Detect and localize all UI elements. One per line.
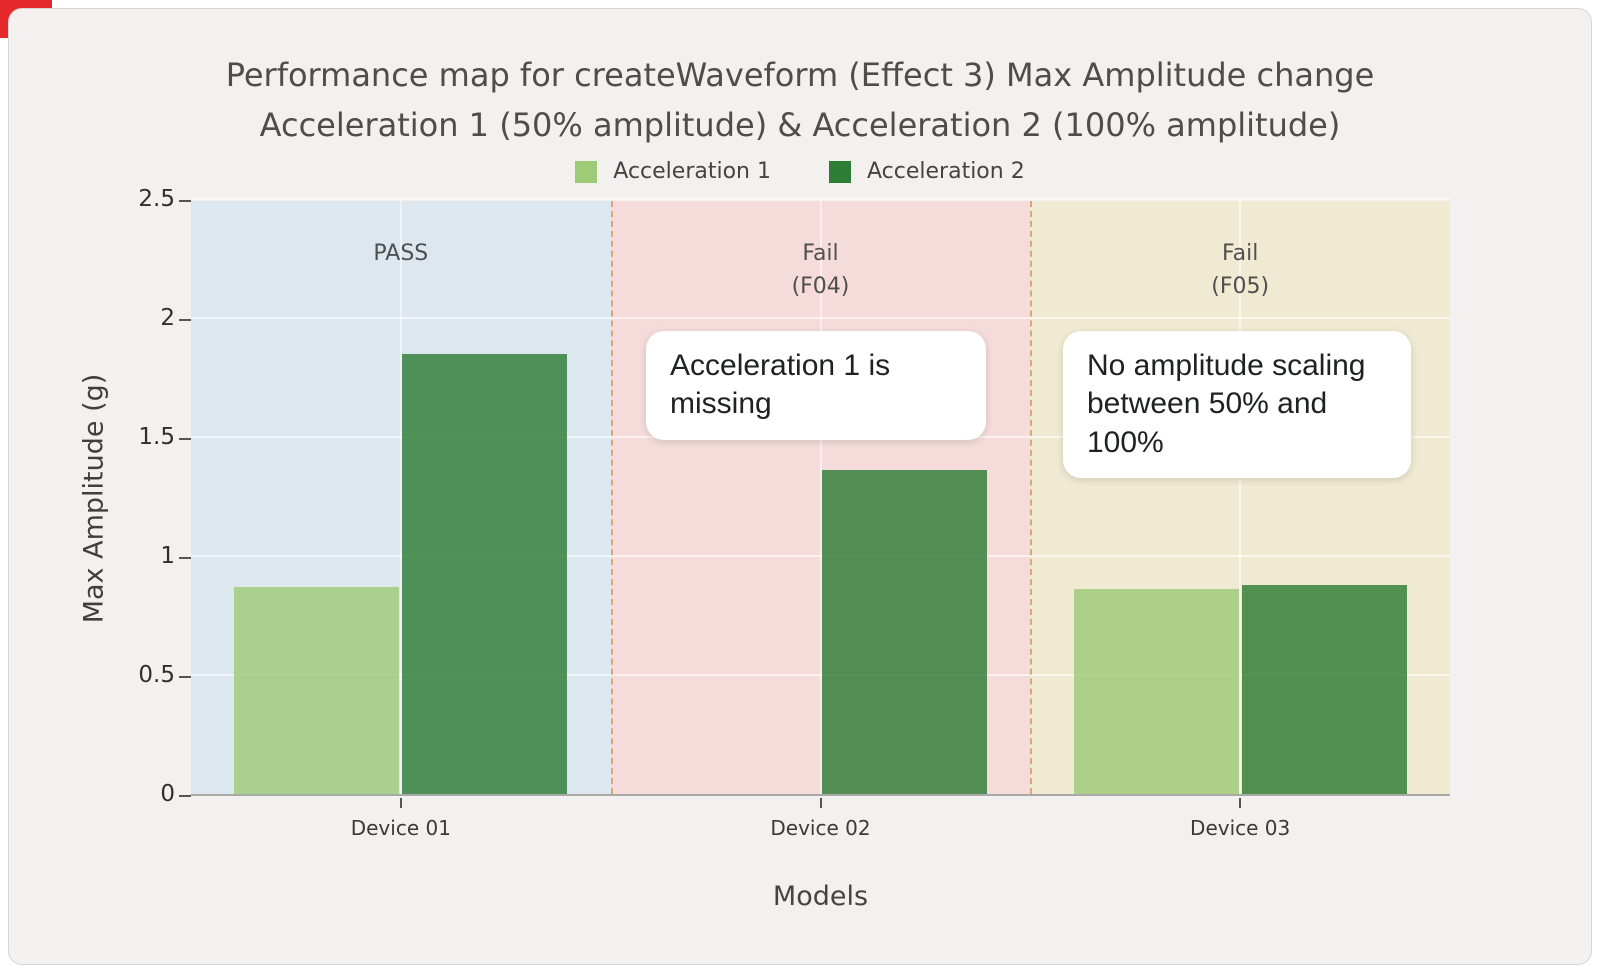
y-tick-mark	[179, 200, 191, 202]
chart-title-line2: Acceleration 1 (50% amplitude) & Acceler…	[259, 106, 1341, 144]
zone-divider-line	[610, 201, 613, 794]
y-tick-label: 0	[160, 781, 175, 807]
y-tick-mark	[179, 676, 191, 678]
y-tick-mark	[179, 319, 191, 321]
x-tick-mark	[819, 798, 822, 808]
bar-acceleration-2-device-01	[402, 353, 568, 794]
y-tick-mark	[179, 438, 191, 440]
y-tick-label: 1	[160, 543, 175, 569]
x-tick-mark	[399, 798, 402, 808]
y-tick-label: 2.5	[138, 186, 175, 212]
chart-legend: Acceleration 1 Acceleration 2	[9, 159, 1591, 184]
annotation-tooltip: Acceleration 1 is missing	[646, 331, 986, 440]
y-tick-label: 2	[160, 305, 175, 331]
legend-item-acceleration-1[interactable]: Acceleration 1	[575, 159, 771, 184]
zone-label: Fail (F05)	[1030, 237, 1450, 303]
v-gridline	[819, 201, 822, 794]
legend-swatch-acceleration-2-icon	[829, 160, 851, 183]
y-tick-mark	[179, 557, 191, 559]
y-tick-label: 0.5	[138, 662, 175, 688]
zone-divider-line	[1030, 201, 1033, 794]
legend-swatch-acceleration-1-icon	[575, 160, 598, 183]
x-axis-title: Models	[772, 881, 869, 912]
y-tick-label: 1.5	[138, 424, 175, 450]
y-tick-mark	[179, 795, 191, 797]
x-tick-mark	[1239, 798, 1242, 808]
x-tick-label: Device 01	[350, 816, 451, 840]
zone-sublabel-text: (F04)	[791, 274, 850, 299]
legend-label-acceleration-2: Acceleration 2	[867, 159, 1025, 184]
zone-label-text: Fail	[802, 241, 839, 266]
x-tick-label: Device 02	[770, 816, 871, 840]
plot-area: PASS Fail (F04) Fail (F05) Acceleration 1 is …	[191, 198, 1450, 796]
chart-card: Performance map for createWaveform (Effe…	[8, 8, 1592, 965]
zone-label-text: PASS	[373, 241, 429, 266]
y-axis-title-wrap: Max Amplitude (g)	[39, 201, 149, 796]
chart-title-line1: Performance map for createWaveform (Effe…	[225, 56, 1375, 94]
zone-label: PASS	[191, 237, 611, 270]
annotation-tooltip: No amplitude scaling between 50% and 100…	[1063, 331, 1411, 479]
zone-label: Fail (F04)	[611, 237, 1031, 303]
h-gridline	[191, 198, 1450, 200]
y-axis-title: Max Amplitude (g)	[78, 373, 110, 624]
x-tick-label: Device 03	[1190, 816, 1291, 840]
bar-acceleration-2-device-02	[822, 470, 987, 794]
zone-label-text: Fail	[1221, 241, 1259, 266]
bar-acceleration-2-device-03	[1241, 584, 1407, 794]
bar-acceleration-1-device-03	[1073, 589, 1239, 794]
zone-sublabel-text: (F05)	[1211, 274, 1270, 299]
legend-item-acceleration-2[interactable]: Acceleration 2	[829, 159, 1025, 184]
v-gridline	[399, 201, 402, 794]
v-gridline	[1239, 201, 1242, 794]
bar-acceleration-1-device-01	[234, 586, 400, 794]
performance-map-chart: Performance map for createWaveform (Effe…	[9, 9, 1591, 964]
legend-label-acceleration-1: Acceleration 1	[613, 159, 771, 184]
